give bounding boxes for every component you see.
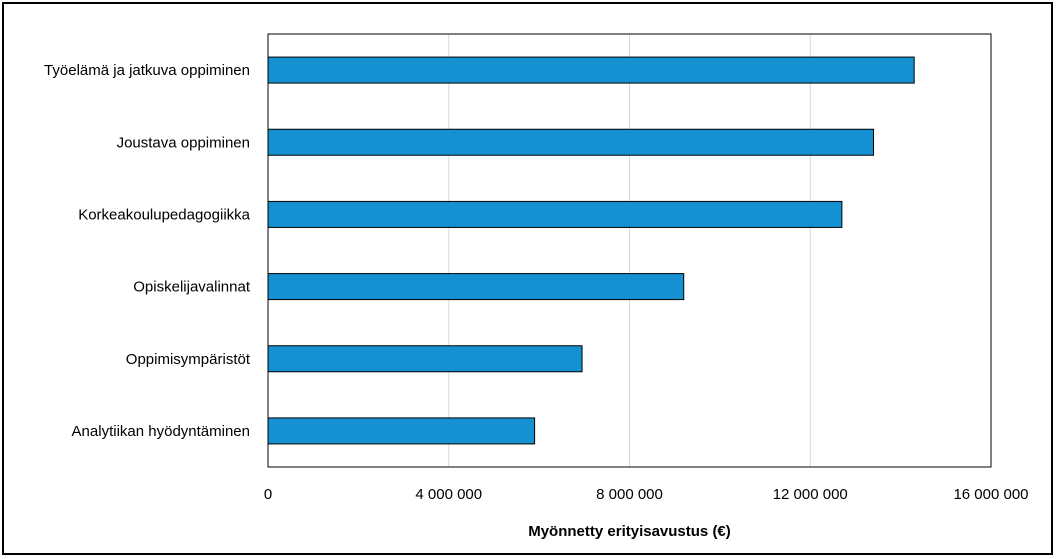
bar	[267, 273, 685, 301]
bar	[267, 200, 843, 228]
category-label: Joustava oppiminen	[117, 134, 250, 151]
category-label: Opiskelijavalinnat	[133, 279, 251, 296]
category-label: Oppimisympäristöt	[126, 351, 251, 368]
x-tick-labels: 0 4 000 000 8 000 000 12 000 000 16 000 000	[264, 486, 1029, 503]
x-tick-label: 4 000 000	[415, 486, 482, 503]
bar	[267, 417, 536, 445]
bars	[267, 56, 915, 445]
bar	[267, 128, 875, 156]
category-label: Työelämä ja jatkuva oppiminen	[44, 62, 250, 79]
category-label: Analytiikan hyödyntäminen	[72, 423, 250, 440]
x-tick-label: 8 000 000	[596, 486, 663, 503]
category-labels: Työelämä ja jatkuva oppiminen Joustava op…	[44, 62, 251, 440]
bar	[267, 345, 583, 373]
x-tick-label: 0	[264, 486, 272, 503]
plot-area	[267, 33, 992, 468]
bar	[267, 56, 915, 84]
grid-lines	[448, 34, 811, 467]
category-label: Korkeakoulupedagogiikka	[78, 206, 250, 223]
x-tick-label: 16 000 000	[953, 486, 1028, 503]
x-tick-label: 12 000 000	[773, 486, 848, 503]
x-axis-title: Myönnetty erityisavustus (€)	[528, 523, 731, 540]
